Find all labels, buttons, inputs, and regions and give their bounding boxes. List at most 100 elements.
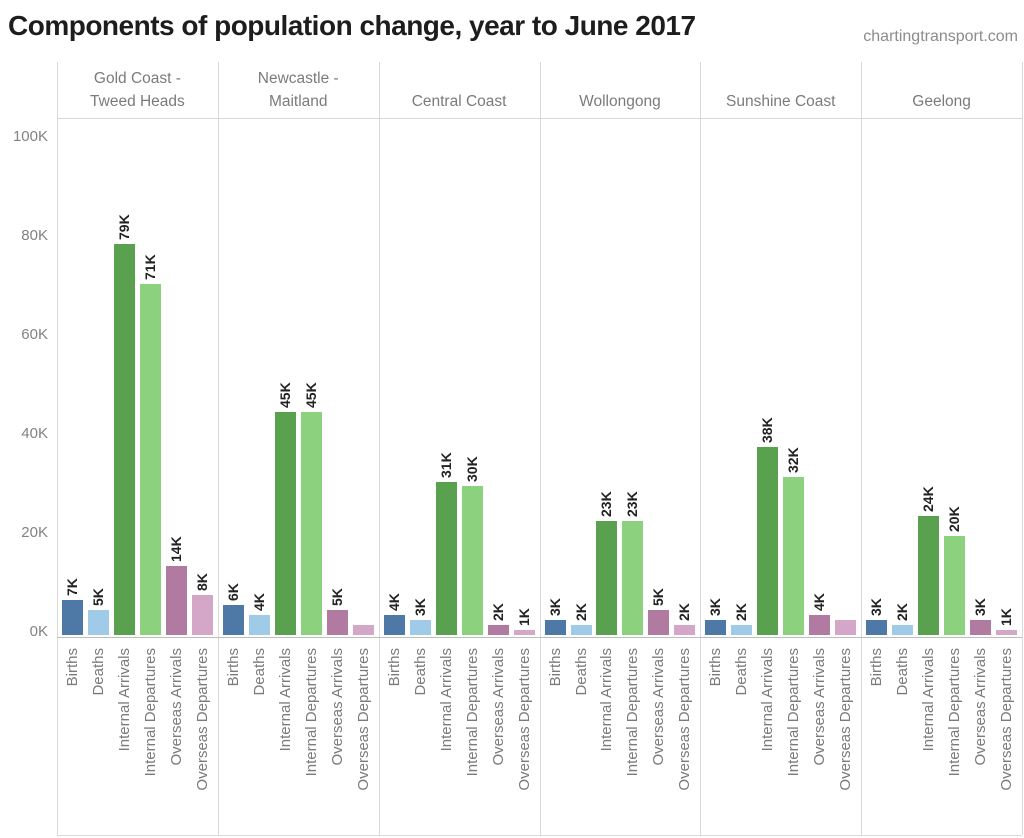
column-separator xyxy=(700,62,701,835)
bar-value-label: 31K xyxy=(437,452,454,478)
chart-bottom-border xyxy=(57,835,1022,836)
bar-value-label: 3K xyxy=(546,598,563,616)
category-label: Deaths xyxy=(90,648,107,696)
bar-internal-departures xyxy=(783,477,805,635)
bar-value-label: 14K xyxy=(167,536,184,562)
bar-overseas-departures xyxy=(674,625,696,635)
bar-overseas-departures xyxy=(996,630,1017,635)
bar-deaths xyxy=(88,610,109,635)
bar-deaths xyxy=(892,625,914,635)
x-axis-line xyxy=(57,637,1022,638)
bar-internal-departures xyxy=(461,486,483,635)
bar-overseas-arrivals xyxy=(326,610,348,635)
bar-value-label: 20K xyxy=(946,506,963,532)
bar-internal-departures xyxy=(139,284,161,635)
category-label: Internal Departures xyxy=(624,648,642,777)
bar-value-label: 7K xyxy=(64,578,80,596)
category-label: Overseas Arrivals xyxy=(328,648,346,766)
category-label: Deaths xyxy=(894,648,912,696)
category-label: Overseas Departures xyxy=(515,648,533,791)
bar-overseas-arrivals xyxy=(648,610,670,635)
column-separator xyxy=(57,62,58,835)
y-axis-tick-label: 20K xyxy=(21,524,48,541)
bar-value-label: 38K xyxy=(759,417,776,443)
bar-overseas-arrivals xyxy=(487,625,509,635)
bar-value-label: 32K xyxy=(785,447,802,473)
category-label: Births xyxy=(707,648,725,687)
category-label: Deaths xyxy=(411,648,429,696)
category-label: Internal Departures xyxy=(302,648,320,777)
bar-value-label: 3K xyxy=(707,598,724,616)
group-header: Central Coast xyxy=(411,92,507,110)
group-header: Sunshine Coast xyxy=(726,92,836,110)
bar-overseas-arrivals xyxy=(970,620,991,635)
bar-births xyxy=(383,615,405,635)
bar-value-label: 30K xyxy=(463,456,480,482)
bar-value-label: 3K xyxy=(411,598,428,616)
category-label: Deaths xyxy=(572,648,590,696)
category-label: Overseas Arrivals xyxy=(489,648,507,766)
bar-value-label: 79K xyxy=(115,214,132,240)
group-header: Wollongong xyxy=(579,92,661,110)
group-header: Gold Coast - Tweed Heads xyxy=(90,70,185,110)
column-separator xyxy=(1022,62,1023,835)
category-label: Internal Departures xyxy=(141,648,159,777)
column-separator xyxy=(379,62,380,835)
bar-deaths xyxy=(248,615,270,635)
column-separator xyxy=(218,62,219,835)
bar-internal-arrivals xyxy=(596,521,618,635)
bar-value-label: 5K xyxy=(650,588,667,606)
category-label: Overseas Arrivals xyxy=(650,648,668,766)
bar-value-label: 5K xyxy=(90,588,106,606)
bar-value-label: 3K xyxy=(972,598,988,616)
category-label: Internal Departures xyxy=(785,648,803,777)
category-label: Internal Arrivals xyxy=(437,648,455,752)
category-label: Overseas Arrivals xyxy=(972,648,989,766)
source-watermark: chartingtransport.com xyxy=(863,28,1018,45)
bar-value-label: 2K xyxy=(572,603,589,621)
bar-overseas-arrivals xyxy=(809,615,831,635)
bar-internal-departures xyxy=(300,412,322,635)
header-divider xyxy=(57,118,1022,119)
bar-births xyxy=(544,620,566,635)
bar-deaths xyxy=(570,625,592,635)
category-label: Overseas Departures xyxy=(354,648,372,791)
y-axis-tick-label: 100K xyxy=(12,128,48,145)
bar-internal-arrivals xyxy=(274,412,296,635)
category-label: Births xyxy=(64,648,81,687)
bar-internal-departures xyxy=(944,536,966,635)
bar-value-label: 2K xyxy=(733,603,750,621)
bar-value-label: 45K xyxy=(276,382,293,408)
category-label: Internal Departures xyxy=(946,648,964,777)
category-label: Overseas Arrivals xyxy=(811,648,829,766)
column-separator xyxy=(540,62,541,835)
category-label: Overseas Departures xyxy=(998,648,1015,791)
category-label: Internal Arrivals xyxy=(276,648,294,752)
bar-overseas-departures xyxy=(191,595,213,635)
category-label: Births xyxy=(868,648,886,687)
category-label: Overseas Departures xyxy=(676,648,694,791)
y-axis-tick-label: 60K xyxy=(21,326,48,343)
bar-deaths xyxy=(731,625,753,635)
bar-internal-arrivals xyxy=(757,447,779,635)
category-label: Births xyxy=(224,648,242,687)
column-separator xyxy=(861,62,862,835)
group-header: Newcastle - Maitland xyxy=(257,70,339,110)
bar-overseas-departures xyxy=(835,620,857,635)
bar-overseas-arrivals xyxy=(165,566,187,635)
bar-value-label: 23K xyxy=(624,491,641,517)
bar-births xyxy=(62,600,83,635)
category-label: Internal Arrivals xyxy=(759,648,777,752)
bar-value-label: 4K xyxy=(250,593,267,611)
bar-value-label: 6K xyxy=(224,583,241,601)
bar-births xyxy=(705,620,727,635)
bar-value-label: 24K xyxy=(920,486,937,512)
bar-internal-departures xyxy=(622,521,644,635)
bar-value-label: 5K xyxy=(328,588,345,606)
category-label: Overseas Departures xyxy=(193,648,211,791)
category-label: Overseas Departures xyxy=(837,648,855,791)
category-label: Deaths xyxy=(733,648,751,696)
bar-value-label: 71K xyxy=(141,254,158,280)
category-label: Internal Arrivals xyxy=(920,648,938,752)
